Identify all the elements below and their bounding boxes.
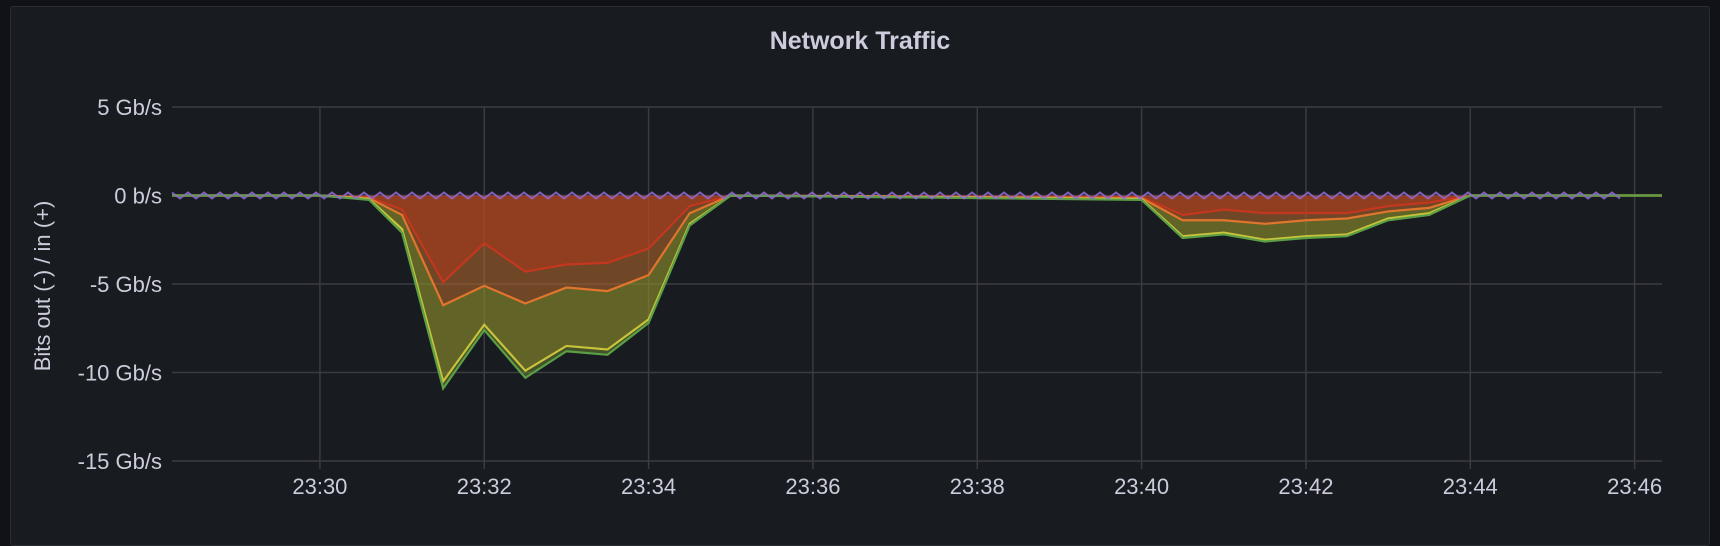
panel-title: Network Traffic (769, 27, 951, 55)
series-area (172, 195, 1662, 283)
x-tick-label: 23:44 (1443, 474, 1498, 499)
x-tick-label: 23:34 (621, 474, 676, 499)
series-line (172, 194, 1662, 384)
x-tick-label: 23:38 (950, 474, 1005, 499)
chart-panel: Network Traffic (10, 6, 1710, 546)
series-line (172, 194, 1662, 284)
x-tick-label: 23:42 (1278, 474, 1333, 499)
x-tick-label: 23:46 (1607, 474, 1662, 499)
series-area (172, 195, 1662, 382)
x-tick-label: 23:32 (457, 474, 512, 499)
y-axis: 5 Gb/s 0 b/s -5 Gb/s -10 Gb/s -15 Gb/s (78, 95, 162, 474)
y-tick-label: 5 Gb/s (97, 95, 162, 120)
y-tick-label: -10 Gb/s (78, 361, 162, 386)
x-tick-label: 23:30 (292, 474, 347, 499)
chart-lines (171, 191, 1662, 391)
y-tick-label: -5 Gb/s (90, 272, 162, 297)
chart-grid (172, 106, 1662, 469)
x-tick-label: 23:40 (1114, 474, 1169, 499)
y-axis-label: Bits out (-) / in (+) (30, 201, 55, 372)
x-axis: 23:30 23:32 23:34 23:36 23:38 23:40 23:42 23:44… (292, 474, 1662, 499)
network-traffic-chart: 5 Gb/s 0 b/s -5 Gb/s -10 Gb/s -15 Gb/s 23:30… (30, 95, 1662, 499)
x-tick-label: 23:36 (785, 474, 840, 499)
y-tick-label: -15 Gb/s (78, 449, 162, 474)
y-tick-label: 0 b/s (114, 184, 162, 209)
series-line (172, 194, 1662, 391)
series-line-in (171, 191, 1621, 200)
chart-areas (172, 195, 1662, 389)
series-area (172, 195, 1662, 306)
series-line (172, 194, 1662, 307)
